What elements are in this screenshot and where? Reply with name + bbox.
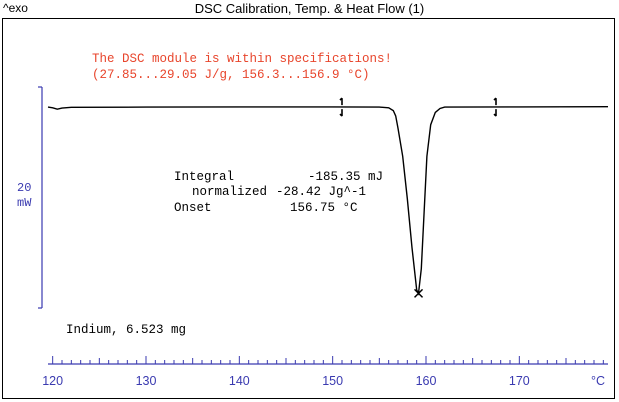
- integration-limit-marker: [493, 97, 497, 117]
- scale-bar-unit: mW: [17, 196, 32, 210]
- integration-limit-marker: [339, 97, 343, 117]
- scale-bar-value: 20: [17, 181, 31, 195]
- integration-limit-tick: [339, 97, 343, 117]
- x-tick-label: 130: [136, 374, 157, 388]
- integration-limit-tick: [493, 97, 497, 117]
- sample-label: Indium, 6.523 mg: [66, 323, 186, 337]
- onset-value: 156.75 °C: [290, 201, 358, 215]
- spec-message-line1: The DSC module is within specifications!: [92, 52, 392, 66]
- x-tick-label: 160: [416, 374, 437, 388]
- scale-bar: 20 mW: [17, 86, 43, 309]
- x-tick-label: 140: [229, 374, 250, 388]
- spec-message-line2: (27.85...29.05 J/g, 156.3...156.9 °C): [92, 68, 370, 82]
- integral-label: Integral: [174, 170, 234, 184]
- x-tick-label: 150: [322, 374, 343, 388]
- integral-value: -185.35 mJ: [308, 170, 383, 184]
- exo-label: ^exo: [3, 1, 28, 15]
- chart-title: DSC Calibration, Temp. & Heat Flow (1): [194, 1, 425, 16]
- peak-marker: [414, 288, 424, 298]
- normalized-label: normalized: [192, 185, 267, 199]
- normalized-value: -28.42 Jg^-1: [276, 185, 366, 199]
- onset-label: Onset: [174, 201, 212, 215]
- header: ^exo DSC Calibration, Temp. & Heat Flow …: [0, 0, 619, 18]
- curve-layer: [47, 97, 609, 298]
- x-tick-label: 120: [42, 374, 63, 388]
- x-axis: 120 130 140 150 160 170 °C: [42, 356, 608, 388]
- series-line: [47, 106, 609, 296]
- plot-frame: [2, 18, 615, 399]
- x-tick-label: 170: [509, 374, 530, 388]
- x-unit-label: °C: [591, 374, 605, 388]
